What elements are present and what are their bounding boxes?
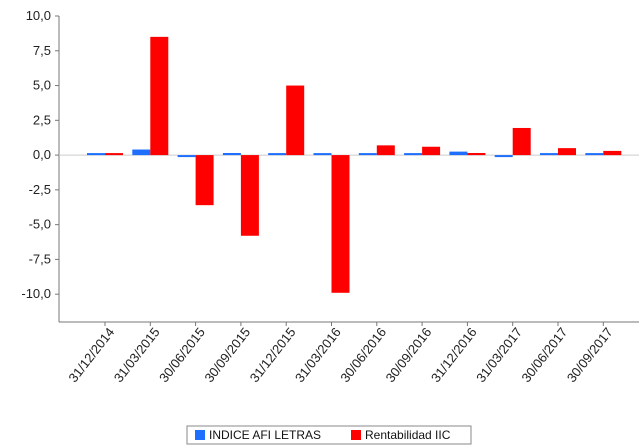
y-tick-label: -7,5 bbox=[29, 251, 51, 266]
bar-indice-afi-letras bbox=[540, 153, 558, 156]
y-tick-label: -5,0 bbox=[29, 217, 51, 232]
legend: INDICE AFI LETRAS Rentabilidad IIC bbox=[186, 425, 472, 445]
y-tick-label: 10,0 bbox=[26, 8, 51, 23]
legend-swatch-indice-afi-letras bbox=[195, 430, 205, 440]
legend-swatch-rentabilidad-iic bbox=[351, 430, 361, 440]
y-tick-label: 5,0 bbox=[33, 78, 51, 93]
bar-rentabilidad-iic bbox=[105, 153, 123, 156]
bars bbox=[87, 36, 622, 293]
bar-rentabilidad-iic bbox=[558, 148, 576, 156]
bar-rentabilidad-iic bbox=[331, 155, 350, 293]
y-tick-label: 0,0 bbox=[33, 147, 51, 162]
bar-indice-afi-letras bbox=[494, 155, 513, 158]
bar-rentabilidad-iic bbox=[422, 146, 441, 156]
bar-rentabilidad-iic bbox=[240, 155, 259, 236]
legend-label-rentabilidad-iic: Rentabilidad IIC bbox=[365, 428, 451, 442]
bar-rentabilidad-iic bbox=[512, 127, 531, 156]
bar-rentabilidad-iic bbox=[603, 150, 622, 156]
bar-indice-afi-letras bbox=[585, 153, 604, 156]
bar-rentabilidad-iic bbox=[467, 153, 486, 156]
y-tick-label: 7,5 bbox=[33, 43, 51, 58]
y-axis-ticks: 10,0 7,5 5,0 2,5 0,0 -2,5 -5,0 -7,5 -10,0 bbox=[21, 8, 59, 301]
bar-indice-afi-letras bbox=[222, 153, 241, 156]
bar-indice-afi-letras bbox=[87, 153, 105, 156]
bar-rentabilidad-iic bbox=[286, 85, 305, 156]
bar-indice-afi-letras bbox=[449, 151, 468, 156]
legend-box bbox=[186, 425, 472, 445]
y-tick-label: -2,5 bbox=[29, 182, 51, 197]
bar-rentabilidad-iic bbox=[150, 36, 169, 156]
x-axis-ticks: 31/12/201431/03/201530/06/201530/09/2015… bbox=[65, 322, 616, 386]
bar-indice-afi-letras bbox=[313, 153, 332, 156]
bar-indice-afi-letras bbox=[177, 155, 196, 158]
bar-indice-afi-letras bbox=[358, 153, 377, 156]
y-tick-label: -10,0 bbox=[21, 286, 51, 301]
x-tick-label: 30/09/2017 bbox=[564, 325, 616, 386]
legend-label-indice-afi-letras: INDICE AFI LETRAS bbox=[209, 428, 321, 442]
bar-indice-afi-letras bbox=[268, 153, 287, 156]
y-tick-label: 2,5 bbox=[33, 112, 51, 127]
bar-rentabilidad-iic bbox=[376, 145, 395, 156]
bar-indice-afi-letras bbox=[404, 153, 423, 156]
bar-rentabilidad-iic bbox=[195, 155, 214, 206]
bar-indice-afi-letras bbox=[132, 149, 151, 156]
